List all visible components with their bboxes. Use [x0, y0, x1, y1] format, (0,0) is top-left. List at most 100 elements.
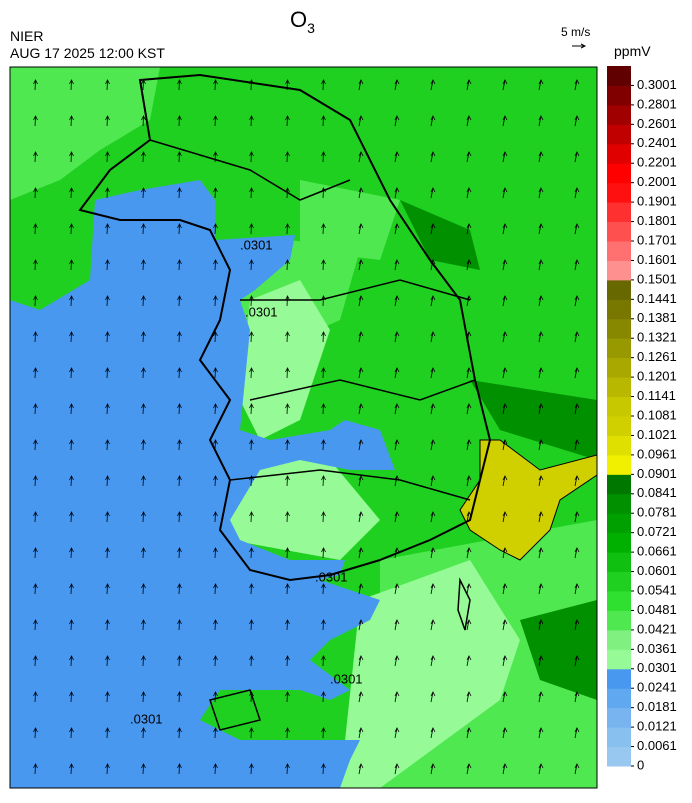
contour-label: .0301: [245, 304, 278, 319]
wind-arrow: [249, 259, 254, 271]
wind-arrow: [213, 295, 218, 307]
wind-arrow: [69, 727, 74, 739]
contour-label: .0301: [130, 711, 163, 726]
wind-arrow: [321, 727, 326, 739]
wind-arrow: [574, 619, 580, 631]
wind-arrow: [69, 475, 74, 487]
wind-arrow: [105, 547, 110, 559]
wind-arrow: [285, 295, 290, 307]
wind-arrow: [105, 115, 110, 127]
contour-label: .0301: [315, 569, 348, 584]
wind-arrow: [538, 295, 544, 307]
wind-arrow: [69, 367, 74, 379]
wind-arrow: [249, 511, 254, 523]
wind-arrow: [105, 403, 110, 415]
colorbar-bin: [607, 357, 631, 378]
wind-arrow: [213, 619, 218, 631]
wind-arrow: [502, 187, 508, 199]
wind-arrow: [538, 259, 544, 271]
wind-arrow: [538, 151, 544, 163]
wind-arrow: [466, 619, 472, 631]
wind-arrow: [249, 187, 254, 199]
wind-arrow: [502, 655, 508, 667]
colorbar-bin: [607, 474, 631, 495]
wind-arrow: [358, 475, 364, 487]
colorbar-label: 0.0601: [637, 563, 677, 578]
wind-arrow: [177, 691, 182, 703]
wind-arrow: [33, 331, 38, 343]
wind-arrow: [285, 619, 290, 631]
wind-arrow: [538, 115, 544, 127]
wind-arrow: [538, 763, 544, 775]
wind-arrow: [321, 223, 326, 235]
wind-arrow: [538, 619, 544, 631]
colorbar-bin: [607, 688, 631, 709]
wind-arrow: [502, 295, 508, 307]
wind-arrow: [502, 763, 508, 775]
wind-arrow: [358, 655, 364, 667]
wind-arrow: [321, 619, 326, 631]
wind-arrow: [177, 475, 182, 487]
wind-arrow: [213, 763, 218, 775]
wind-arrow: [430, 727, 436, 739]
wind-arrow: [358, 439, 364, 451]
wind-arrow: [466, 223, 472, 235]
wind-arrow: [33, 691, 38, 703]
wind-arrow: [69, 187, 74, 199]
wind-arrow: [321, 547, 326, 559]
colorbar-bin: [607, 532, 631, 553]
wind-arrow: [285, 79, 290, 91]
colorbar-label: 0.0841: [637, 485, 677, 500]
wind-arrow: [574, 547, 580, 559]
wind-arrow: [105, 763, 110, 775]
wind-arrow: [69, 259, 74, 271]
wind-arrow: [358, 511, 364, 523]
wind-arrow: [141, 475, 146, 487]
wind-arrow: [430, 115, 436, 127]
colorbar-bin: [607, 338, 631, 359]
wind-arrow: [430, 223, 436, 235]
wind-arrow: [141, 691, 146, 703]
wind-arrow: [321, 187, 326, 199]
colorbar-label: 0.1441: [637, 291, 677, 306]
wind-arrow: [466, 403, 472, 415]
wind-arrow: [466, 727, 472, 739]
colorbar-bin: [607, 66, 631, 86]
colorbar-label: 0.2401: [637, 135, 677, 150]
colorbar-bin: [607, 299, 631, 320]
wind-arrow: [285, 115, 290, 127]
wind-arrow: [249, 439, 254, 451]
wind-arrow: [358, 403, 364, 415]
wind-arrow: [538, 187, 544, 199]
wind-arrow: [466, 259, 472, 271]
wind-arrow: [394, 583, 400, 595]
wind-arrow: [249, 223, 254, 235]
colorbar-bin: [607, 707, 631, 728]
colorbar-bin: [607, 221, 631, 242]
wind-arrow: [285, 763, 290, 775]
wind-arrow: [394, 475, 400, 487]
wind-arrow: [285, 475, 290, 487]
wind-arrow: [538, 223, 544, 235]
wind-arrow: [69, 655, 74, 667]
colorbar-bin: [607, 727, 631, 748]
wind-arrow: [105, 187, 110, 199]
wind-arrow: [394, 547, 400, 559]
wind-arrow: [321, 583, 326, 595]
wind-arrow: [358, 259, 364, 271]
wind-arrow: [33, 295, 38, 307]
wind-arrow: [177, 583, 182, 595]
wind-arrow: [321, 763, 326, 775]
wind-arrow: [177, 151, 182, 163]
wind-arrow: [33, 763, 38, 775]
wind-arrow: [105, 655, 110, 667]
wind-arrow: [69, 331, 74, 343]
wind-arrow: [321, 295, 326, 307]
wind-arrow: [574, 511, 580, 523]
wind-arrow: [502, 331, 508, 343]
wind-arrow: [538, 727, 544, 739]
wind-arrow: [249, 79, 254, 91]
wind-arrow: [321, 439, 326, 451]
wind-arrow: [249, 367, 254, 379]
